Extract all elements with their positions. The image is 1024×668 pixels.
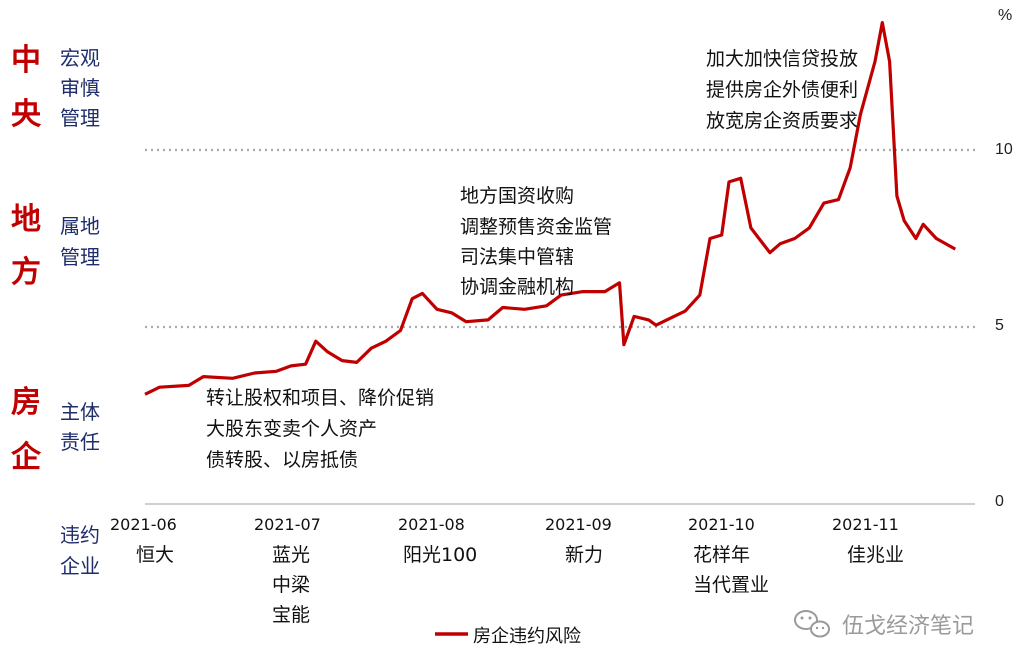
x-tick-2021-06: 2021-06	[110, 515, 177, 534]
side-sub-central-3: 管理	[60, 106, 100, 130]
annotation-firm-1: 转让股权和项目、降价促销	[206, 387, 435, 409]
y-axis-unit: %	[998, 7, 1013, 24]
annotation-firm-2: 大股东变卖个人资产	[206, 418, 378, 440]
side-label-firm-2: 企	[11, 440, 41, 475]
company-evergrande: 恒大	[136, 544, 175, 566]
side-label-local-1: 地	[11, 202, 41, 237]
side-label-firm-1: 房	[11, 385, 41, 420]
y-tick-0: 0	[995, 493, 1004, 510]
x-tick-2021-11: 2021-11	[832, 515, 899, 534]
company-zhongliang: 中梁	[272, 574, 311, 596]
side-sub-central-1: 宏观	[60, 46, 100, 70]
x-tick-2021-07: 2021-07	[254, 515, 321, 534]
side-sub-firm-1: 主体	[60, 400, 100, 424]
side-sub-local-2: 管理	[60, 245, 100, 269]
side-sub-firm-2: 责任	[60, 430, 100, 454]
side-sub-central-2: 审慎	[60, 76, 100, 100]
annotation-central-1: 加大加快信贷投放	[706, 48, 859, 70]
company-xinli: 新力	[565, 544, 604, 566]
annotation-local-3: 司法集中管辖	[460, 246, 575, 268]
side-label-central-1: 中	[11, 43, 41, 78]
x-tick-2021-08: 2021-08	[398, 515, 465, 534]
annotation-local-2: 调整预售资金监管	[460, 216, 613, 238]
watermark-text: 伍戈经济笔记	[842, 614, 975, 639]
company-yango100: 阳光100	[403, 544, 478, 566]
x-tick-2021-10: 2021-10	[688, 515, 755, 534]
default-firms-label-2: 企业	[60, 554, 100, 578]
company-huayangnian: 花样年	[693, 544, 751, 566]
y-tick-10: 10	[995, 141, 1013, 158]
annotation-central-2: 提供房企外债便利	[706, 79, 859, 101]
gridlines	[145, 148, 975, 329]
annotation-local-1: 地方国资收购	[460, 185, 575, 207]
company-modern-land: 当代置业	[693, 574, 770, 596]
x-tick-2021-09: 2021-09	[545, 515, 612, 534]
y-tick-5: 5	[995, 317, 1004, 334]
default-firms-label-1: 违约	[60, 523, 100, 547]
annotation-firm-3: 债转股、以房抵债	[206, 449, 359, 471]
side-sub-local-1: 属地	[60, 214, 100, 238]
wechat-icon	[794, 610, 830, 638]
legend-label: 房企违约风险	[473, 626, 581, 647]
company-baoneng: 宝能	[272, 604, 311, 626]
annotation-local-4: 协调金融机构	[460, 276, 575, 298]
side-label-local-2: 方	[11, 255, 41, 290]
annotation-central-3: 放宽房企资质要求	[706, 110, 859, 132]
company-kaisa: 佳兆业	[847, 544, 905, 566]
side-label-central-2: 央	[11, 97, 41, 132]
company-languang: 蓝光	[272, 544, 311, 566]
series-line-房企违约风险	[144, 21, 957, 396]
